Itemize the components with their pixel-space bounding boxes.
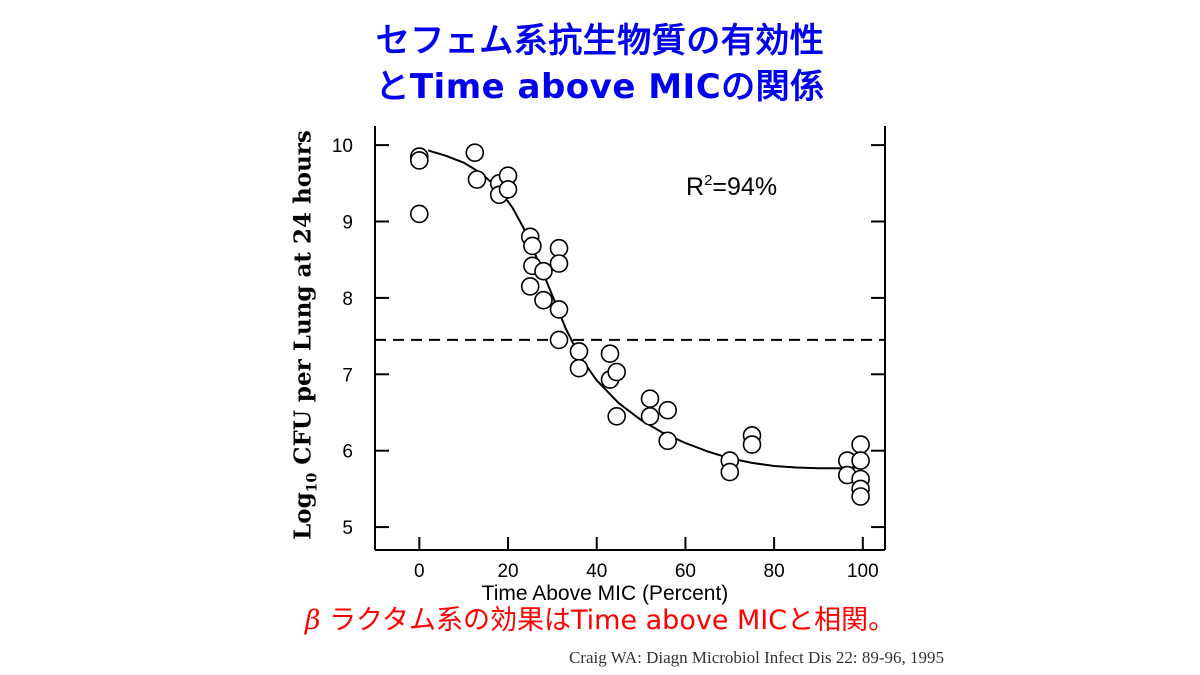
data-point — [742, 435, 762, 454]
data-point — [498, 180, 518, 199]
y-tick-label: 10 — [332, 136, 353, 157]
data-point — [569, 358, 589, 378]
data-point — [600, 344, 620, 364]
data-point — [720, 462, 740, 482]
chart-axes — [374, 126, 886, 551]
slide-title-line1: セフェム系抗生物質の有効性 — [375, 21, 825, 61]
data-point — [549, 330, 569, 350]
x-tick-label: 40 — [586, 561, 607, 582]
data-point — [658, 431, 678, 451]
y-tick-label: 6 — [342, 442, 353, 463]
citation: Craig WA: Diagn Microbiol Infect Dis 22:… — [568, 648, 944, 667]
y-axis-title: Log10 CFU per Lung at 24 hours — [289, 130, 321, 540]
y-tick-label: 9 — [342, 212, 353, 233]
data-point — [640, 406, 660, 426]
data-point — [523, 236, 542, 256]
data-point — [607, 362, 627, 382]
x-tick-label: 100 — [847, 561, 879, 582]
data-point — [520, 277, 540, 296]
data-point — [607, 406, 627, 426]
data-point — [549, 238, 569, 258]
x-tick-label: 80 — [764, 561, 785, 582]
data-point — [569, 342, 589, 361]
data-point — [409, 204, 429, 224]
data-point — [409, 151, 429, 170]
data-point — [534, 290, 553, 310]
data-point — [640, 389, 660, 409]
caption-text: ラクタム系の効果はTime above MICと相関。 — [329, 605, 896, 636]
y-tick-label: 8 — [342, 289, 353, 310]
x-axis-title: Time Above MIC (Percent) — [482, 582, 729, 605]
y-tick-label: 5 — [342, 518, 353, 539]
data-point — [851, 451, 870, 470]
x-tick-label: 0 — [414, 561, 425, 582]
r-squared-annotation: R2=94% — [686, 172, 777, 201]
slide-title-line2: とTime above MICの関係 — [375, 67, 825, 107]
data-point — [851, 435, 870, 454]
data-point — [658, 400, 678, 420]
chart-points-group — [409, 143, 870, 506]
data-point — [467, 170, 487, 189]
slide-title: セフェム系抗生物質の有効性 とTime above MICの関係 — [0, 18, 1200, 110]
data-point — [465, 143, 485, 162]
beta-symbol: β — [304, 605, 321, 636]
data-point — [549, 300, 569, 319]
data-point — [534, 261, 553, 281]
x-tick-label: 60 — [675, 561, 696, 582]
slide-caption: β ラクタム系の効果はTime above MICと相関。 — [0, 604, 1200, 638]
y-tick-label: 7 — [342, 365, 353, 386]
data-point — [549, 254, 569, 273]
x-tick-label: 20 — [497, 561, 518, 582]
data-point — [851, 487, 870, 506]
